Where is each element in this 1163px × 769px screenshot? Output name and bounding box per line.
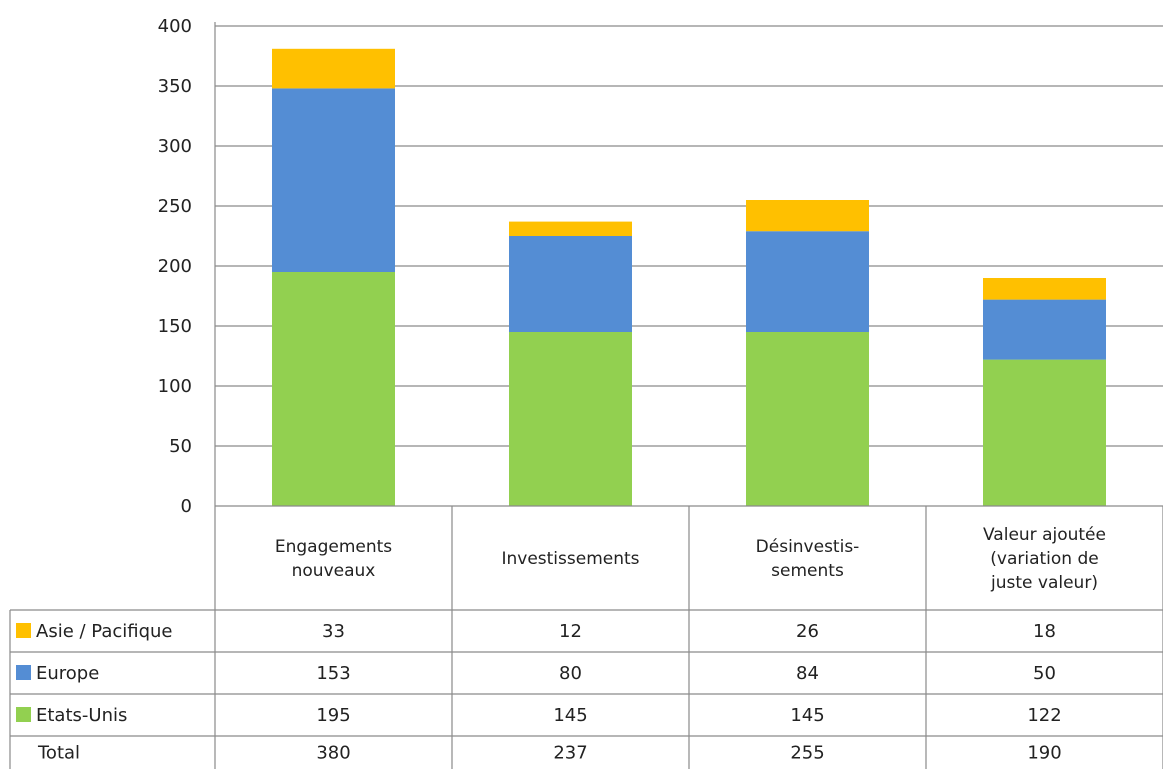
table-cell-value: 153 [316, 663, 350, 684]
legend-key [16, 665, 31, 680]
y-tick-label: 50 [169, 436, 192, 457]
category-label: Désinvestis- [756, 537, 860, 557]
bar-segment [509, 332, 632, 506]
y-tick-label: 0 [181, 496, 192, 517]
y-tick-label: 200 [158, 256, 192, 277]
y-tick-label: 150 [158, 316, 192, 337]
legend-key [16, 707, 31, 722]
table-cell-value: 122 [1027, 705, 1061, 726]
table-cell-value: 380 [316, 743, 350, 764]
table-cell-value: 145 [553, 705, 587, 726]
category-label: Valeur ajoutée [983, 525, 1106, 545]
table-cell-value: 195 [316, 705, 350, 726]
bar-segment [509, 236, 632, 332]
y-tick-label: 250 [158, 196, 192, 217]
bar-segment [983, 359, 1106, 506]
table-cell-value: 255 [790, 743, 824, 764]
category-label: sements [771, 561, 844, 581]
table-cell-value: 26 [796, 621, 819, 642]
table-cell-value: 50 [1033, 663, 1056, 684]
y-tick-label: 100 [158, 376, 192, 397]
data-table: Engagements nouveaux Investissements Désinv… [9, 505, 1163, 769]
table-cell-value: 190 [1027, 743, 1061, 764]
category-label: Engagements [275, 537, 392, 557]
y-tick-label: 300 [158, 136, 192, 157]
bar-segment [746, 231, 869, 332]
y-axis: 0 50 100 150 200 250 300 350 400 [158, 16, 216, 517]
table-cell-value: 33 [322, 621, 345, 642]
bar-segment [272, 88, 395, 273]
table-row-label: Total [37, 743, 80, 764]
bar-stacks [272, 48, 1106, 506]
category-label: (variation de [990, 549, 1098, 569]
bar-segment [272, 272, 395, 506]
category-label: Investissements [501, 549, 639, 569]
bar-segment [509, 221, 632, 236]
table-row-label: Europe [36, 663, 99, 684]
table-cell-value: 80 [559, 663, 582, 684]
y-tick-label: 350 [158, 76, 192, 97]
bar-segment [746, 332, 869, 506]
category-label: nouveaux [292, 561, 376, 581]
bar-segment [272, 48, 395, 89]
table-cell-value: 237 [553, 743, 587, 764]
table-row-label: Asie / Pacifique [36, 621, 173, 642]
bar-segment [983, 278, 1106, 300]
bar-segment [746, 200, 869, 232]
category-label: juste valeur) [990, 573, 1098, 593]
y-tick-label: 400 [158, 16, 192, 37]
legend-key [16, 623, 31, 638]
table-cell-value: 12 [559, 621, 582, 642]
table-cell-value: 145 [790, 705, 824, 726]
table-cell-value: 18 [1033, 621, 1056, 642]
table-row-label: Etats-Unis [36, 705, 127, 726]
bar-segment [983, 299, 1106, 360]
table-cell-value: 84 [796, 663, 819, 684]
